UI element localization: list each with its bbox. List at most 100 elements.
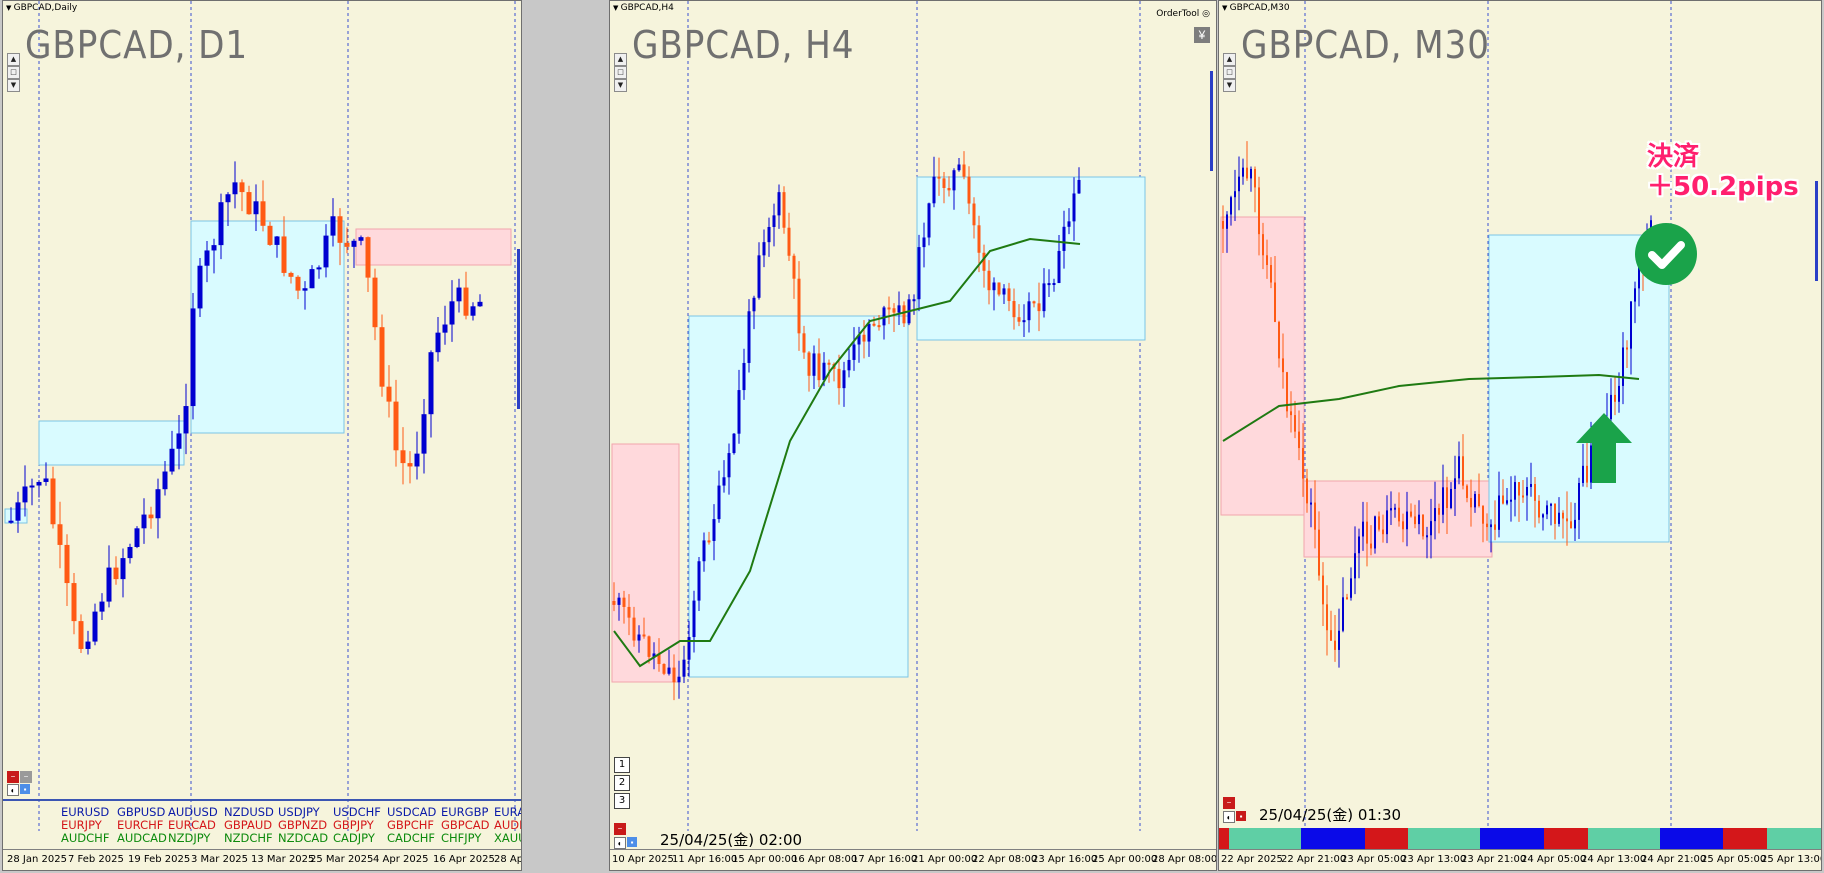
navigation-icon[interactable]: ◐	[1223, 811, 1235, 823]
chart-window-m30[interactable]: ▼ GBPCAD,M30 GBPCAD, M30 ▲ □ ▼ 決済 ＋50.2p…	[1218, 0, 1822, 871]
symbol-link[interactable]: CADCHF	[387, 831, 436, 845]
navigation-icon[interactable]: ▪	[20, 784, 30, 794]
candle-body	[932, 176, 936, 204]
symbol-link[interactable]: EURCAD	[168, 818, 216, 832]
candle-body	[323, 235, 329, 268]
time-axis-tick: 11 Apr 16:00	[672, 854, 738, 865]
candle-body	[822, 362, 826, 381]
close-icon[interactable]: −	[1223, 797, 1235, 809]
chart-window-h4[interactable]: ▼ GBPCAD,H4 GBPCAD, H4 OrderTool ◎ ¥ ▲ □…	[609, 0, 1217, 871]
time-axis-tick: 25 Apr 00:00	[1092, 854, 1158, 865]
candle-body	[1362, 521, 1364, 537]
symbol-link[interactable]: CHFJPY	[441, 831, 482, 845]
symbol-link[interactable]: GBPCHF	[387, 818, 435, 832]
order-tool-label[interactable]: OrderTool ◎	[1156, 9, 1210, 19]
candle-body	[1326, 604, 1328, 631]
strength-segment	[1228, 828, 1301, 850]
candle-body	[1022, 320, 1026, 323]
candle-body	[1282, 358, 1284, 373]
symbol-link[interactable]: GBPNZD	[278, 818, 328, 832]
scroll-up-button[interactable]: ▲	[1223, 53, 1236, 66]
close-icon[interactable]: −	[7, 771, 19, 783]
symbol-link[interactable]: GBPCAD	[441, 818, 490, 832]
symbol-link[interactable]: NZDUSD	[224, 805, 274, 819]
symbol-link[interactable]: EURUSD	[61, 805, 110, 819]
symbol-link[interactable]: GBPJPY	[333, 818, 374, 832]
navigation-icon[interactable]: ◐	[7, 784, 19, 796]
candle-body	[1590, 445, 1592, 483]
candle-body	[365, 237, 371, 278]
navigation-icon[interactable]: ▪	[627, 837, 637, 847]
candle-body	[1314, 502, 1316, 530]
symbol-link[interactable]: AUDCAD	[117, 831, 167, 845]
candle-body	[1274, 282, 1276, 322]
symbol-link[interactable]: AUDUSD	[168, 805, 218, 819]
symbol-link[interactable]: USDCAD	[387, 805, 437, 819]
scroll-down-button[interactable]: ▼	[1223, 79, 1236, 92]
candle-body	[697, 561, 701, 601]
candle-body	[134, 528, 140, 547]
chart-window-d1[interactable]: ▼ GBPCAD,Daily GBPCAD, D1 ▲ □ ▼ − − ◐ ▪ …	[2, 0, 522, 871]
candle-body	[1546, 505, 1548, 515]
symbol-link[interactable]: NZDCHF	[224, 831, 273, 845]
preset-button-1[interactable]: 1	[614, 757, 630, 773]
scroll-down-button[interactable]: ▼	[614, 79, 627, 92]
d1-price-plot[interactable]	[3, 1, 522, 851]
scale-button[interactable]: □	[614, 66, 627, 79]
candle-body	[872, 323, 876, 326]
symbol-link[interactable]: NZDJPY	[168, 831, 211, 845]
candle-body	[1358, 536, 1360, 554]
candle-body	[1334, 640, 1336, 650]
symbol-link[interactable]: GBPAUD	[224, 818, 273, 832]
scroll-up-button[interactable]: ▲	[7, 53, 20, 66]
candle-body	[155, 489, 161, 519]
candle-body	[722, 477, 726, 486]
scroll-down-button[interactable]: ▼	[7, 79, 20, 92]
symbol-link[interactable]: XAUUSD	[494, 831, 521, 845]
yen-icon[interactable]: ¥	[1194, 27, 1210, 43]
scroll-up-button[interactable]: ▲	[614, 53, 627, 66]
candle-body	[225, 194, 231, 203]
close-icon[interactable]: −	[614, 823, 626, 835]
symbol-link[interactable]: USDJPY	[278, 805, 320, 819]
candle-body	[942, 178, 946, 189]
scale-button[interactable]: □	[1223, 66, 1236, 79]
symbol-link[interactable]: AUDCHF	[61, 831, 110, 845]
symbol-link[interactable]: EURJPY	[61, 818, 102, 832]
navigation-icon[interactable]: ◐	[614, 837, 626, 849]
symbol-link[interactable]: GBPUSD	[117, 805, 166, 819]
preset-button-3[interactable]: 3	[614, 793, 630, 809]
strength-segment	[1723, 828, 1768, 850]
candle-body	[1498, 495, 1500, 530]
candle-body	[1047, 283, 1051, 286]
candle-body	[1578, 482, 1580, 520]
symbol-link[interactable]: EURCHF	[117, 818, 164, 832]
symbol-link[interactable]: EURAUD	[494, 805, 521, 819]
candle-body	[1234, 191, 1236, 198]
symbol-link[interactable]: EURGBP	[441, 805, 489, 819]
scroll-marker	[517, 249, 520, 409]
candle-body	[169, 448, 175, 472]
time-axis-tick: 23 Apr 13:00	[1401, 854, 1467, 865]
symbol-link[interactable]: NZDCAD	[278, 831, 329, 845]
candle-body	[78, 621, 84, 649]
symbol-link[interactable]: AUDNZD	[494, 818, 521, 832]
m30-price-plot[interactable]	[1219, 1, 1822, 851]
symbol-link[interactable]: CADJPY	[333, 831, 375, 845]
close-icon[interactable]: ▪	[1236, 811, 1246, 821]
candle-body	[1566, 518, 1568, 522]
minimize-icon[interactable]: −	[20, 771, 32, 783]
candle-body	[1442, 487, 1444, 515]
candle-body	[120, 558, 126, 580]
candle-body	[337, 216, 343, 243]
symbol-link[interactable]: USDCHF	[333, 805, 381, 819]
h4-window-title: ▼ GBPCAD,H4	[613, 3, 674, 13]
candle-body	[1262, 234, 1264, 256]
h4-price-plot[interactable]	[610, 1, 1217, 851]
scale-button[interactable]: □	[7, 66, 20, 79]
preset-button-2[interactable]: 2	[614, 775, 630, 791]
candle-body	[1542, 514, 1544, 518]
candle-body	[183, 406, 189, 434]
candle-body	[1478, 493, 1480, 507]
time-axis-tick: 16 Apr 2025	[433, 854, 495, 865]
